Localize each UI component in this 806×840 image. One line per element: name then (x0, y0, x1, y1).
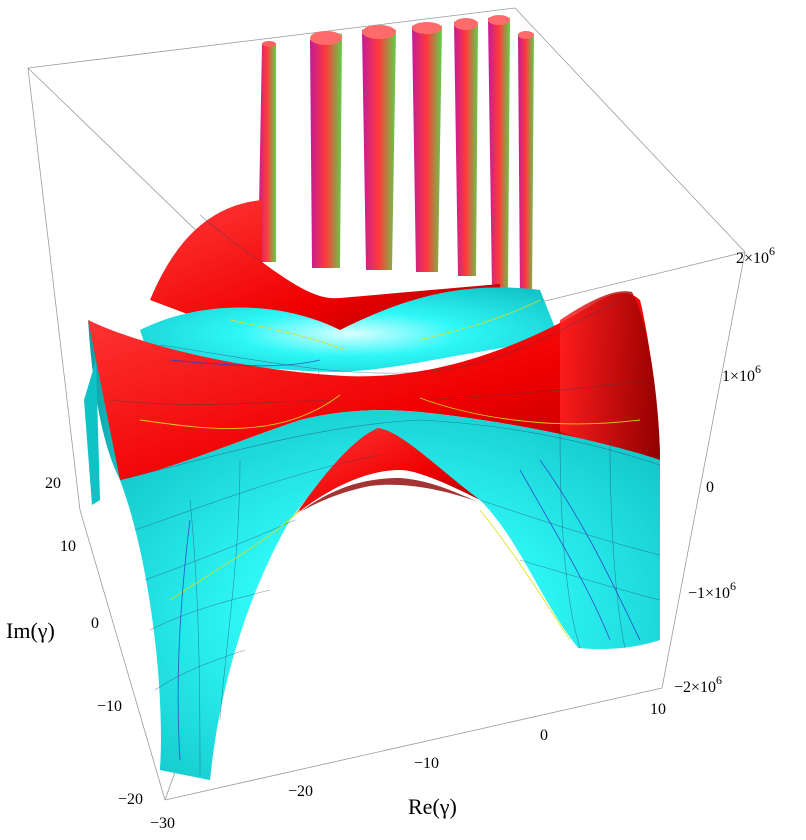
y-tick-label: −20 (118, 791, 143, 808)
surface-spikes (258, 15, 534, 300)
z-tick-label: −1×106 (688, 579, 736, 602)
y-tick-label: 0 (91, 615, 99, 632)
y-axis-ticks: 20 10 0 −10 −20 (45, 475, 143, 808)
surface-red-band (88, 293, 660, 480)
surface-back-cyan (140, 287, 560, 372)
surface-front-cyan (120, 410, 660, 780)
surface-red-dome-shade (300, 478, 478, 512)
y-tick-label: −10 (97, 698, 122, 715)
surface-red-dome (295, 428, 480, 515)
x-axis-label: Re(γ) (408, 794, 457, 819)
z-tick-label: −2×106 (674, 673, 722, 696)
y-tick-label: 20 (45, 475, 61, 492)
y-axis-label: Im(γ) (6, 618, 55, 643)
z-axis-ticks: 2×106 1×106 0 −1×106 −2×106 (674, 244, 775, 696)
surface-grid (109, 214, 661, 776)
surface-red-band-shade (560, 291, 660, 460)
z-tick-label: 0 (706, 479, 714, 496)
z-tick-label: 2×106 (736, 244, 775, 267)
x-axis-ticks: −30 −20 −10 0 10 (150, 701, 666, 832)
x-tick-label: −30 (150, 815, 175, 832)
x-tick-label: 0 (540, 727, 548, 744)
x-tick-label: 10 (650, 701, 666, 718)
surface-left-edge (84, 360, 100, 505)
x-tick-label: −20 (288, 783, 313, 800)
surface-contours (139, 299, 641, 761)
x-tick-label: −10 (414, 755, 439, 772)
z-tick-label: 1×106 (722, 362, 761, 385)
y-tick-label: 10 (60, 538, 76, 555)
